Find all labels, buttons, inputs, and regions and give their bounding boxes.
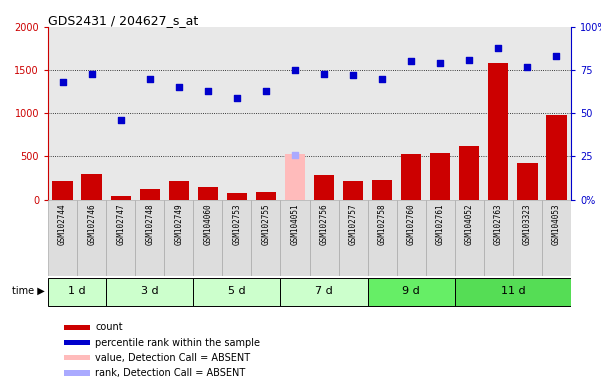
Text: GSM102746: GSM102746 bbox=[87, 204, 96, 245]
Text: 1 d: 1 d bbox=[69, 286, 86, 296]
Bar bbox=[106, 200, 135, 276]
Bar bbox=[227, 193, 247, 200]
Bar bbox=[139, 189, 160, 200]
Point bbox=[145, 76, 154, 82]
Text: GSM102755: GSM102755 bbox=[261, 204, 270, 245]
Text: 7 d: 7 d bbox=[315, 286, 333, 296]
Bar bbox=[368, 278, 455, 306]
Point bbox=[290, 152, 300, 158]
Bar bbox=[164, 200, 194, 276]
Point bbox=[377, 76, 387, 82]
Text: GSM104060: GSM104060 bbox=[203, 204, 212, 245]
Bar bbox=[52, 181, 73, 200]
Point bbox=[406, 58, 416, 65]
Bar bbox=[455, 200, 484, 276]
Bar bbox=[430, 153, 450, 200]
Text: 11 d: 11 d bbox=[501, 286, 525, 296]
Bar bbox=[310, 200, 338, 276]
Point bbox=[552, 53, 561, 59]
Bar bbox=[281, 278, 368, 306]
Bar bbox=[285, 197, 305, 200]
Bar bbox=[135, 200, 164, 276]
Text: GSM102763: GSM102763 bbox=[494, 204, 503, 245]
Bar bbox=[256, 192, 276, 200]
Text: GSM102760: GSM102760 bbox=[407, 204, 416, 245]
Bar bbox=[542, 200, 571, 276]
Text: GSM102744: GSM102744 bbox=[58, 204, 67, 245]
Bar bbox=[314, 175, 334, 200]
Point bbox=[58, 79, 67, 85]
Bar bbox=[194, 200, 222, 276]
Text: percentile rank within the sample: percentile rank within the sample bbox=[95, 338, 260, 348]
Bar bbox=[484, 200, 513, 276]
Point bbox=[87, 71, 96, 77]
Point bbox=[348, 72, 358, 78]
Bar bbox=[455, 278, 571, 306]
Bar bbox=[401, 154, 421, 200]
Bar bbox=[251, 200, 281, 276]
Text: GSM104051: GSM104051 bbox=[290, 204, 299, 245]
Bar bbox=[513, 200, 542, 276]
Bar bbox=[368, 200, 397, 276]
Bar bbox=[488, 63, 508, 200]
Point bbox=[232, 95, 242, 101]
Text: time ▶: time ▶ bbox=[13, 286, 45, 296]
Text: 3 d: 3 d bbox=[141, 286, 159, 296]
Bar bbox=[106, 278, 194, 306]
Text: GSM102758: GSM102758 bbox=[377, 204, 386, 245]
Text: GSM104053: GSM104053 bbox=[552, 204, 561, 245]
Bar bbox=[222, 200, 251, 276]
Bar bbox=[397, 200, 426, 276]
Text: 5 d: 5 d bbox=[228, 286, 246, 296]
Bar bbox=[64, 324, 90, 330]
Point bbox=[203, 88, 213, 94]
Bar bbox=[48, 278, 106, 306]
Text: count: count bbox=[95, 322, 123, 332]
Bar bbox=[546, 115, 567, 200]
Bar bbox=[64, 355, 90, 361]
Point bbox=[290, 67, 300, 73]
Text: GSM102749: GSM102749 bbox=[174, 204, 183, 245]
Point bbox=[261, 88, 270, 94]
Text: 9 d: 9 d bbox=[402, 286, 420, 296]
Bar bbox=[459, 146, 480, 200]
Bar bbox=[426, 200, 455, 276]
Bar bbox=[48, 200, 77, 276]
Text: GSM102761: GSM102761 bbox=[436, 204, 445, 245]
Bar bbox=[338, 200, 368, 276]
Bar bbox=[281, 200, 310, 276]
Bar bbox=[194, 278, 281, 306]
Text: GSM102748: GSM102748 bbox=[145, 204, 154, 245]
Point bbox=[435, 60, 445, 66]
Point bbox=[522, 64, 532, 70]
Text: GSM102756: GSM102756 bbox=[320, 204, 329, 245]
Text: GSM104052: GSM104052 bbox=[465, 204, 474, 245]
Point bbox=[174, 84, 183, 91]
Text: GDS2431 / 204627_s_at: GDS2431 / 204627_s_at bbox=[48, 14, 198, 27]
Bar bbox=[64, 340, 90, 345]
Bar bbox=[77, 200, 106, 276]
Bar bbox=[111, 196, 131, 200]
Point bbox=[319, 71, 329, 77]
Text: GSM102753: GSM102753 bbox=[233, 204, 242, 245]
Text: GSM102747: GSM102747 bbox=[116, 204, 125, 245]
Bar bbox=[285, 154, 305, 200]
Bar bbox=[82, 174, 102, 200]
Text: value, Detection Call = ABSENT: value, Detection Call = ABSENT bbox=[95, 353, 250, 363]
Point bbox=[116, 117, 126, 123]
Point bbox=[465, 56, 474, 63]
Bar bbox=[64, 370, 90, 376]
Point bbox=[493, 45, 503, 51]
Bar bbox=[169, 181, 189, 200]
Text: GSM103323: GSM103323 bbox=[523, 204, 532, 245]
Text: GSM102757: GSM102757 bbox=[349, 204, 358, 245]
Bar bbox=[517, 162, 537, 200]
Bar bbox=[343, 181, 363, 200]
Bar bbox=[372, 180, 392, 200]
Bar bbox=[198, 187, 218, 200]
Text: rank, Detection Call = ABSENT: rank, Detection Call = ABSENT bbox=[95, 368, 245, 378]
